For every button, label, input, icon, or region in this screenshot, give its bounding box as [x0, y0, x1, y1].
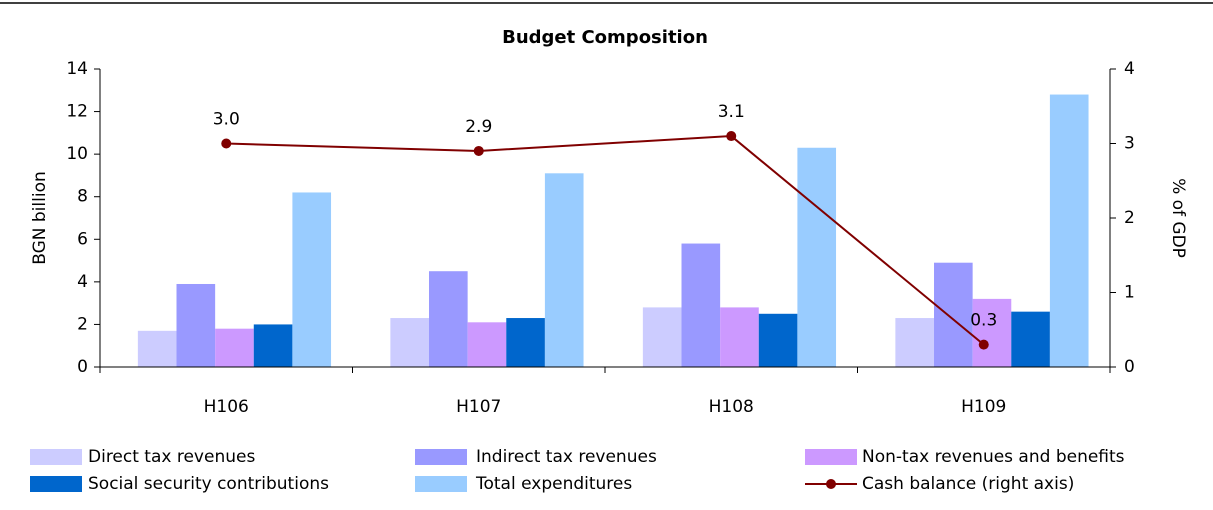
bar	[467, 322, 507, 367]
bar	[429, 271, 468, 367]
bar	[253, 324, 293, 367]
bar	[176, 283, 216, 367]
line-marker	[221, 138, 232, 149]
legend-swatch	[415, 476, 467, 492]
y-tick-label: 6	[77, 229, 88, 249]
y-tick-label: 8	[77, 187, 88, 207]
data-label: 3.1	[718, 102, 745, 122]
x-tick-label: H109	[961, 397, 1006, 417]
x-tick-label: H106	[204, 397, 249, 417]
bar	[1011, 311, 1050, 367]
bar	[797, 147, 837, 367]
legend-label: Direct tax revenues	[88, 447, 255, 467]
bar	[292, 192, 332, 367]
data-label: 0.3	[970, 311, 997, 331]
bar	[758, 313, 798, 367]
x-tick-label: H107	[456, 397, 501, 417]
bar	[390, 318, 430, 367]
legend-swatch	[805, 449, 857, 465]
y-tick-label: 14	[66, 59, 88, 79]
line-marker	[726, 131, 737, 142]
data-label: 3.0	[213, 110, 240, 130]
y2-tick-label: 3	[1124, 134, 1135, 154]
data-label: 2.9	[465, 117, 492, 137]
legend-label: Non-tax revenues and benefits	[862, 447, 1125, 467]
y2-tick-label: 0	[1124, 357, 1135, 377]
y-tick-label: 0	[77, 357, 88, 377]
bar	[137, 330, 177, 367]
y-tick-label: 4	[77, 272, 88, 292]
bar	[215, 328, 254, 367]
y2-axis-label: % of GDP	[1168, 178, 1188, 258]
legend-label: Social security contributions	[88, 474, 329, 494]
legend-swatch	[30, 476, 82, 492]
legend-label: Indirect tax revenues	[476, 447, 657, 467]
legend-swatch	[30, 449, 82, 465]
bar	[1049, 94, 1089, 368]
bar	[681, 243, 721, 367]
y-axis-label: BGN billion	[30, 171, 50, 265]
bar	[720, 307, 759, 367]
y-tick-label: 12	[66, 102, 88, 122]
chart-title: Budget Composition	[502, 27, 708, 48]
y2-tick-label: 1	[1124, 283, 1135, 303]
bar	[544, 173, 584, 367]
line	[226, 135, 985, 346]
line-marker	[473, 145, 484, 156]
bar	[934, 262, 973, 367]
legend-label: Total expenditures	[475, 474, 632, 494]
y2-tick-label: 2	[1124, 208, 1135, 228]
legend-marker	[826, 479, 836, 489]
bar	[895, 318, 935, 367]
x-tick-label: H108	[709, 397, 754, 417]
bar	[972, 298, 1012, 367]
legend-label: Cash balance (right axis)	[862, 474, 1074, 494]
y-tick-label: 10	[66, 144, 88, 164]
line-marker	[978, 339, 989, 350]
legend-swatch	[415, 449, 467, 465]
bar	[642, 307, 682, 367]
y-tick-label: 2	[77, 314, 88, 334]
y2-tick-label: 4	[1124, 59, 1135, 79]
bar	[506, 318, 545, 367]
